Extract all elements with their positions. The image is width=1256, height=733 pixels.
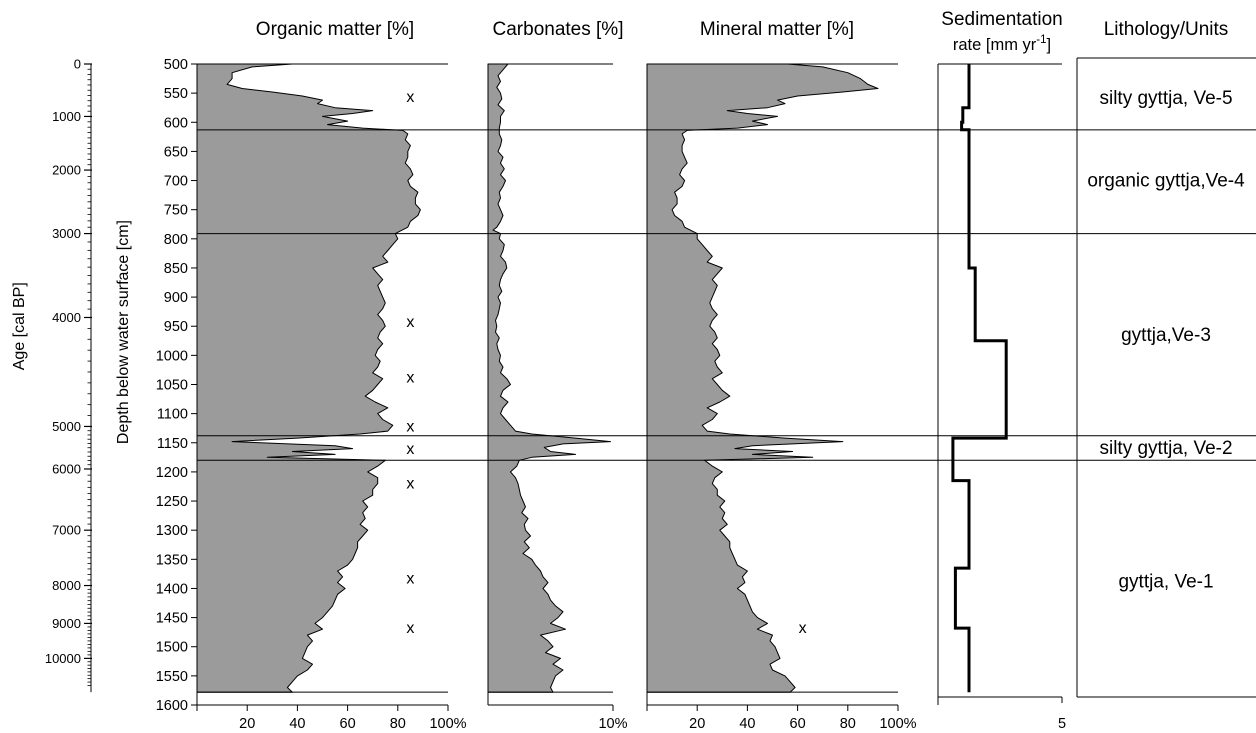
unit-boundaries	[197, 129, 1256, 461]
depth-tick-label: 1150	[157, 436, 188, 452]
depth-tick-label: 1450	[156, 611, 188, 627]
x-tick-label: 20	[239, 716, 255, 732]
sedrate-unit-base: rate [mm yr	[953, 36, 1037, 54]
panel-title: Organic matter [%]	[256, 19, 414, 40]
lithology-unit-label: silty gyttja, Ve-5	[1099, 88, 1232, 109]
depth-tick-label: 1400	[156, 581, 188, 597]
depth-tick-label: 1300	[156, 523, 188, 539]
age-tick-label: 7000	[52, 523, 81, 538]
sedrate-tick-label: 5	[1058, 716, 1066, 732]
age-tick-label: 10000	[45, 651, 81, 666]
sedrate-line	[951, 64, 1008, 693]
depth-tick-label: 950	[164, 319, 188, 335]
depth-tick-label: 700	[164, 174, 188, 190]
age-axis: 0 1000 2000 3000 4000 5000 6000 7000 8000 9000 100…	[11, 57, 92, 693]
age-tick-label: 5000	[52, 419, 81, 434]
depth-tick-label: 1250	[156, 494, 188, 510]
depth-tick-label: 750	[164, 203, 188, 219]
depth-tick-label: 800	[164, 232, 188, 248]
sample-marker: x	[406, 314, 414, 331]
depth-tick-label: 1100	[157, 407, 188, 423]
depth-tick-label: 1600	[156, 698, 188, 714]
sample-marker: x	[406, 476, 414, 493]
x-tick-label: 40	[739, 716, 755, 732]
panel-title: Mineral matter [%]	[700, 19, 854, 40]
depth-tick-label: 850	[164, 261, 188, 277]
sedimentation-rate-panel: 5 Sedimentation rate [mm yr-1]	[937, 9, 1066, 732]
sedrate-title-line1: Sedimentation	[941, 9, 1062, 30]
data-panels: 20 40 60 80 100%Organic matter [%]xxxxxxxx10…	[196, 19, 917, 732]
age-tick-label: 4000	[52, 310, 81, 325]
sample-marker: x	[406, 620, 414, 637]
panel-2: 10% Carbonates [%]	[487, 19, 628, 732]
depth-tick-label: 1050	[156, 378, 188, 394]
x-tick-label: 60	[340, 716, 356, 732]
x-tick-label: 10%	[598, 716, 627, 732]
sedrate-unit-sup: -1	[1036, 34, 1046, 46]
x-tick-label: 100%	[429, 716, 466, 732]
depth-tick-label: 1550	[156, 669, 188, 685]
age-tick-label: 2000	[52, 163, 81, 178]
lithology-unit-label: gyttja, Ve-1	[1118, 571, 1213, 592]
depth-tick-label: 900	[164, 290, 188, 306]
x-tick-label: 100%	[879, 716, 916, 732]
sample-marker: x	[406, 441, 414, 458]
sample-marker: x	[406, 418, 414, 435]
sample-marker: x	[406, 571, 414, 588]
lithology-unit-label: organic gyttja,Ve-4	[1087, 171, 1245, 192]
age-tick-label: 6000	[52, 461, 81, 476]
sample-marker: x	[406, 89, 414, 106]
x-tick-label: 80	[390, 716, 406, 732]
depth-tick-label: 500	[164, 57, 188, 73]
age-tick-label: 1000	[52, 109, 81, 124]
depth-tick-label: 1500	[156, 640, 188, 656]
sample-marker: x	[406, 370, 414, 387]
x-tick-label: 20	[689, 716, 705, 732]
age-tick-label: 9000	[52, 616, 81, 631]
x-tick-label: 60	[790, 716, 806, 732]
depth-tick-label: 1200	[156, 465, 188, 481]
depth-axis-label: Depth below water surface [cm]	[115, 220, 132, 444]
profile-area	[487, 63, 611, 693]
sample-marker: x	[799, 620, 807, 637]
lithology-unit-label: gyttja,Ve-3	[1121, 325, 1211, 346]
sedrate-unit-end: ]	[1047, 36, 1052, 54]
lithology-unit-label: silty gyttja, Ve-2	[1099, 438, 1232, 459]
x-tick-label: 40	[289, 716, 305, 732]
profile-area	[196, 63, 421, 693]
age-tick-label: 0	[74, 57, 81, 72]
age-axis-label: Age [cal BP]	[11, 282, 28, 370]
age-tick-label: 3000	[52, 226, 81, 241]
depth-tick-label: 550	[164, 86, 188, 102]
depth-tick-label: 1000	[156, 348, 188, 364]
depth-tick-label: 1350	[156, 552, 188, 568]
lithology-title: Lithology/Units	[1104, 19, 1229, 40]
profile-area	[646, 63, 879, 693]
depth-tick-label: 650	[164, 144, 188, 160]
depth-axis: 500 550 600 650 700 750 800 850 900 950 1000 1050 11…	[115, 57, 198, 714]
lithology-panel: Lithology/Units silty gyttja, Ve-5 organic…	[1076, 19, 1256, 698]
age-tick-label: 8000	[52, 578, 81, 593]
panel-title: Carbonates [%]	[493, 19, 624, 40]
panel-3: 20 40 60 80 100% Mineral matter [%] x	[646, 19, 917, 732]
x-tick-label: 80	[840, 716, 856, 732]
sedrate-title-line2: rate [mm yr-1]	[953, 34, 1051, 54]
depth-tick-label: 600	[164, 115, 188, 131]
